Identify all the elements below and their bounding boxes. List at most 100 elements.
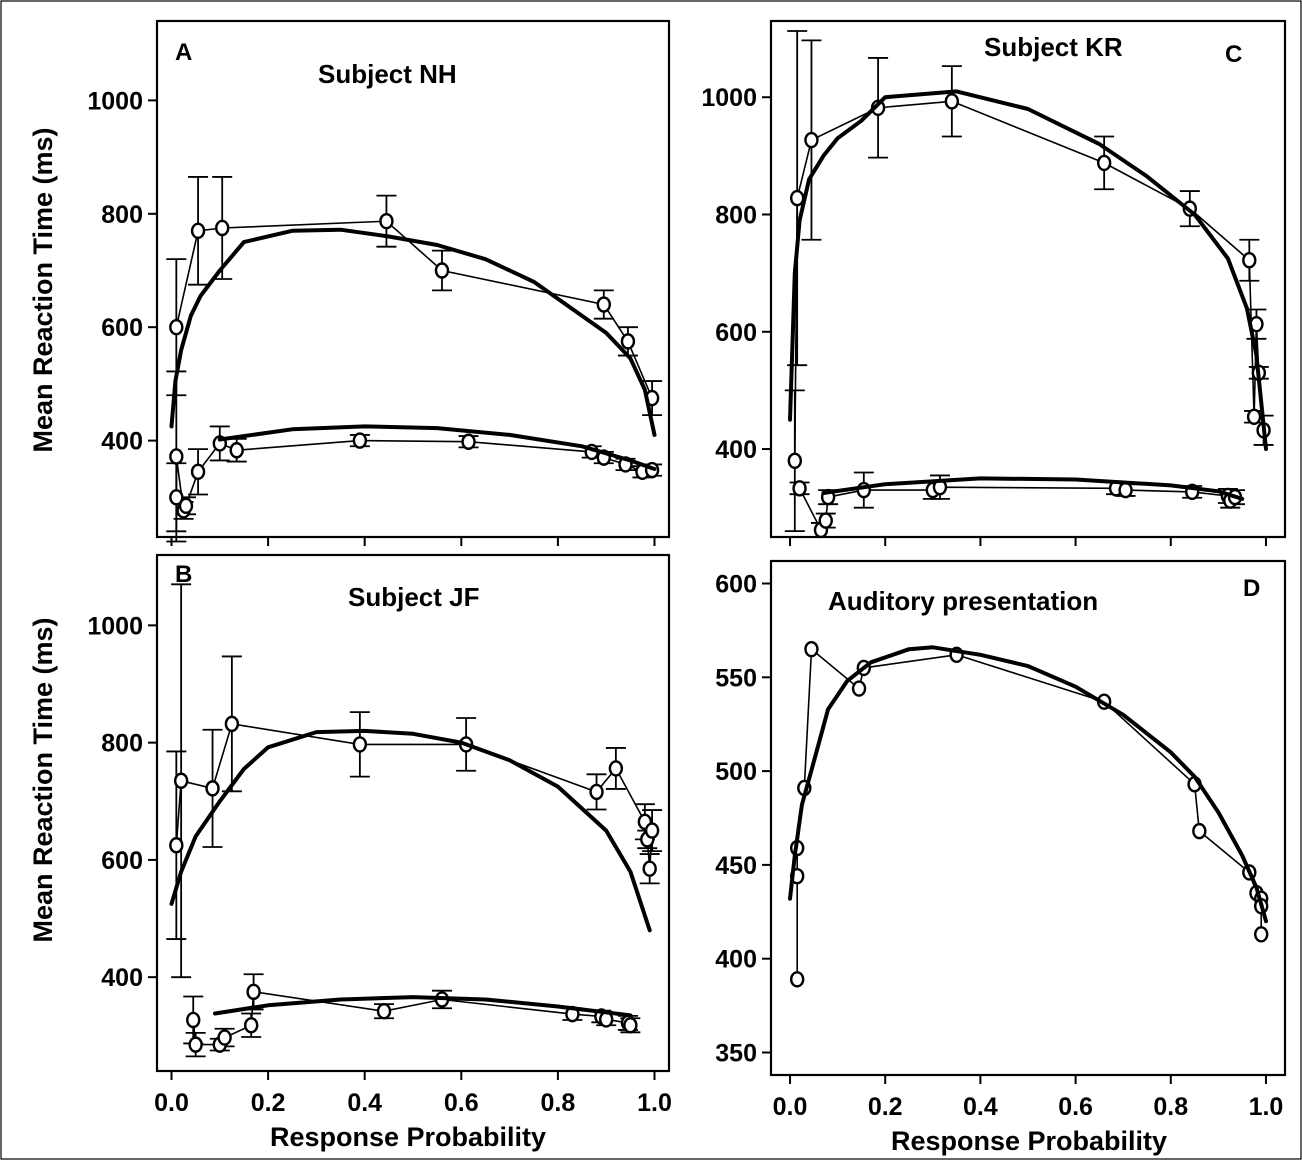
panel-a-title: Subject NH [318, 59, 457, 89]
panel-b-y-tick-label: 1000 [87, 612, 143, 640]
panel-b-x-tick-label: 1.0 [637, 1089, 672, 1117]
panel-d-x-tick-label: 1.0 [1249, 1093, 1284, 1121]
panel-d-data-point [804, 640, 819, 658]
panel-d-letter: D [1243, 575, 1260, 602]
panel-b-data-point [173, 772, 189, 789]
panel-b-data-point [188, 1036, 203, 1053]
panel-d-x-tick-label: 0.4 [963, 1093, 998, 1121]
panel-a-ticks: 400 600 800 1000 [87, 87, 656, 546]
panel-d-y-tick-label: 450 [715, 852, 757, 880]
panel-a-data-point [229, 442, 244, 459]
panel-b-data-point [623, 1017, 638, 1034]
panel-d-x-tick-label: 0.2 [868, 1093, 903, 1121]
panel-d-data-line [796, 647, 1262, 980]
panel-c-y-tick-label: 800 [715, 202, 757, 230]
panel-b-y-axis-label: Mean Reaction Time (ms) [28, 617, 58, 942]
panel-d-frame [769, 559, 1287, 1077]
panel-c-data-point [1246, 408, 1262, 425]
panel-d-data-point [789, 971, 805, 988]
panel-b-ticks: 400 600 800 1000 0.0 0.2 0.4 0.6 0.8 1.0 [87, 612, 672, 1117]
panel-a-data-point [352, 432, 368, 449]
panel-c: C Subject KR 400 600 800 1000 [701, 19, 1287, 546]
panel-a-plot [166, 176, 663, 543]
panel-b-title: Subject JF [348, 582, 479, 612]
panel-c-data-point [944, 93, 960, 110]
panel-b-x-tick-label: 0.2 [251, 1089, 286, 1117]
panel-c-title: Subject KR [984, 32, 1123, 62]
panel-a-fit-curve [217, 424, 657, 471]
panel-c-data-point [1242, 252, 1257, 269]
panel-b: B Subject JF Mean Reaction Time (ms) Res… [28, 553, 672, 1152]
panel-d-x-tick-label: 0.8 [1153, 1093, 1188, 1121]
panel-b-data-point [217, 1029, 232, 1046]
panel-b-x-tick-label: 0.4 [347, 1089, 382, 1117]
panel-a-data-point [461, 433, 476, 450]
panel-d-title: Auditory presentation [828, 586, 1098, 616]
panel-a-data-point [190, 463, 206, 480]
panel-b-data-point [243, 1017, 259, 1034]
panel-a-fit-curve [169, 227, 657, 437]
panel-a-y-axis-label: Mean Reaction Time (ms) [28, 127, 58, 452]
panel-c-data-point [787, 452, 802, 469]
panel-a: A Subject NH Mean Reaction Time (ms) 400… [28, 19, 671, 546]
panel-c-data-point [1118, 481, 1133, 499]
panel-a-letter: A [175, 39, 192, 66]
panel-a-data-point [379, 212, 394, 230]
panel-a-data-point [596, 296, 611, 313]
panel-a-data-point [169, 489, 184, 506]
panel-a-data-point [215, 219, 230, 237]
panel-a-data-point [178, 497, 194, 515]
panel-c-y-tick-label: 400 [715, 436, 757, 464]
panel-c-data-point [804, 131, 819, 149]
panel-b-data-point [608, 760, 624, 777]
panel-a-data-line [175, 220, 653, 399]
panel-d-plot [788, 640, 1269, 988]
panel-d-ticks: 350 400 450 500 550 600 0.0 0.2 0.4 0.6 0.8 1.0 [715, 571, 1283, 1121]
panel-d-y-tick-label: 500 [715, 758, 757, 786]
panel-c-frame [769, 19, 1287, 539]
panel-b-data-point [205, 780, 220, 797]
panel-b-data-point [224, 715, 240, 733]
panel-c-data-point [792, 480, 807, 497]
panel-b-x-tick-label: 0.8 [541, 1089, 576, 1117]
panel-b-data-point [589, 783, 604, 801]
panel-c-data-point [789, 189, 805, 207]
panel-a-data-point [169, 318, 184, 336]
panel-a-y-tick-label: 400 [101, 428, 143, 456]
panel-d-x-tick-label: 0.6 [1058, 1093, 1093, 1121]
panel-c-letter: C [1225, 41, 1242, 68]
panel-b-plot [166, 583, 663, 1058]
panel-d-data-point [851, 680, 867, 697]
panel-b-data-point [246, 983, 261, 1001]
panel-b-data-point [186, 1011, 201, 1029]
panel-d-y-tick-label: 350 [715, 1039, 757, 1067]
panel-c-y-tick-label: 600 [715, 319, 757, 347]
panel-b-frame [155, 553, 671, 1073]
panel-c-ticks: 400 600 800 1000 [701, 84, 1267, 546]
panel-a-data-point [190, 222, 206, 240]
panel-a-data-line [175, 439, 653, 513]
panel-c-data-line [794, 100, 1265, 461]
panel-a-y-tick-label: 800 [101, 201, 143, 229]
panel-b-fit-curve [169, 728, 652, 933]
panel-a-y-tick-label: 1000 [87, 87, 143, 115]
panel-d-y-tick-label: 550 [715, 664, 757, 692]
panel-c-plot [784, 30, 1274, 539]
panel-d-x-tick-label: 0.0 [773, 1093, 808, 1121]
panel-d-x-axis-label: Response Probability [891, 1126, 1167, 1156]
panel-b-letter: B [175, 561, 192, 588]
panel-b-x-tick-label: 0.0 [154, 1089, 189, 1117]
panel-b-fit-curve [213, 995, 633, 1018]
panel-d-data-point [1192, 822, 1207, 840]
panel-c-fit-curve [788, 89, 1268, 451]
panel-a-data-point [169, 448, 184, 465]
panel-b-data-point [644, 822, 660, 839]
panel-d-fit-curve [788, 645, 1268, 924]
panel-a-data-point [620, 333, 636, 350]
panel-b-x-tick-label: 0.6 [444, 1089, 479, 1117]
panel-b-y-tick-label: 400 [101, 964, 143, 992]
panel-c-fit-curve [821, 476, 1245, 501]
panel-d-data-point [1254, 926, 1269, 943]
panel-c-y-tick-label: 1000 [701, 84, 757, 112]
panel-d-y-tick-label: 600 [715, 571, 757, 599]
